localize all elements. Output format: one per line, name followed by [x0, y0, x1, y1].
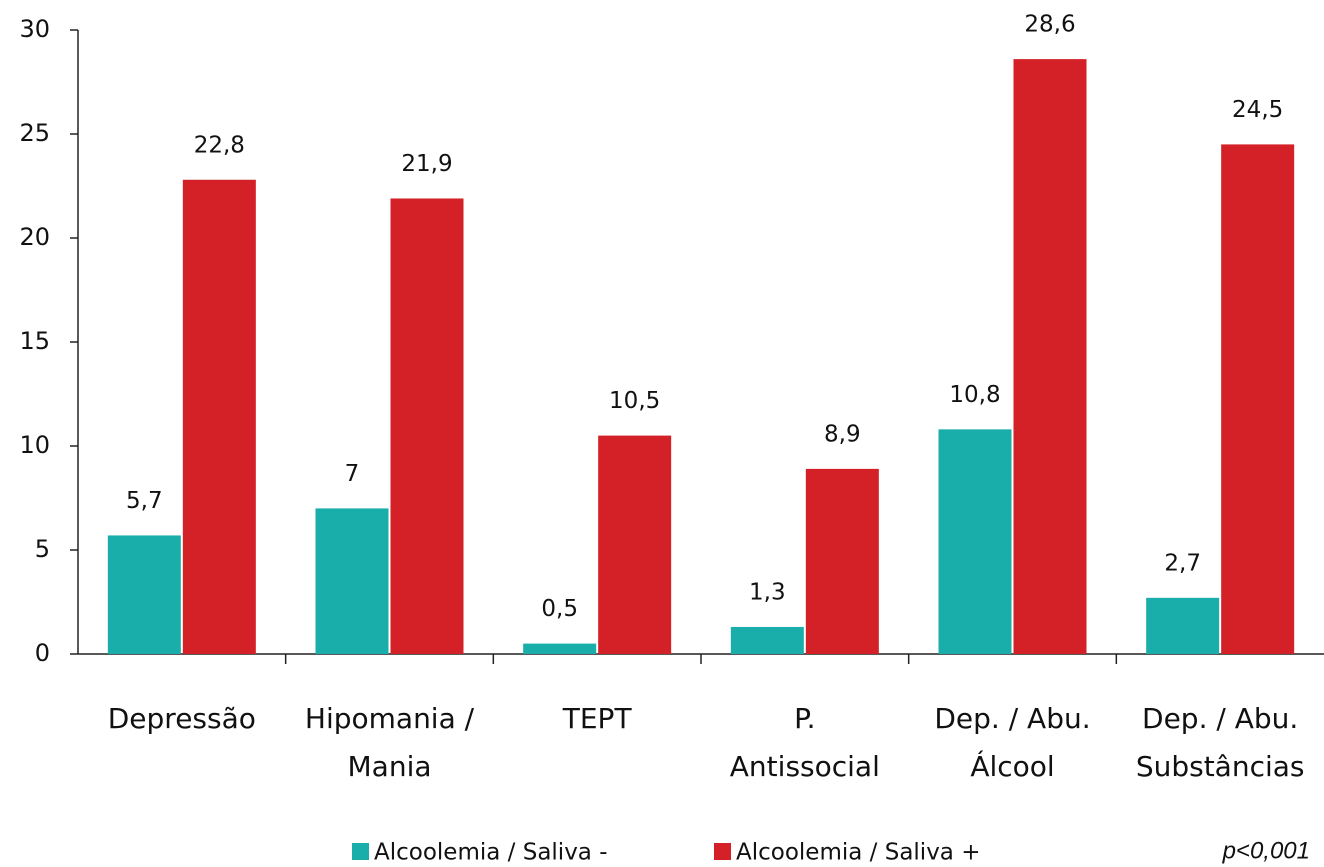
bar: [1146, 597, 1220, 654]
x-tick-label: Hipomania / Mania: [305, 702, 475, 783]
legend-label: Alcoolemia / Saliva -: [374, 840, 608, 866]
bar: [938, 429, 1012, 654]
value-label: 28,6: [1024, 12, 1075, 38]
bar: [1013, 59, 1087, 655]
y-tick-label: 30: [19, 15, 50, 43]
y-tick-label: 10: [19, 431, 50, 459]
x-tick-label: Depressão: [108, 702, 256, 735]
bar: [182, 179, 256, 654]
bar: [315, 508, 389, 654]
y-tick-label: 5: [35, 535, 50, 563]
value-label: 1,3: [749, 579, 786, 605]
x-tick-label: Dep. / Abu. Substâncias: [1136, 702, 1305, 783]
x-tick-label: P. Antissocial: [730, 702, 880, 783]
bar: [390, 198, 464, 655]
bar: [598, 435, 672, 654]
value-label: 10,8: [949, 382, 1000, 408]
value-label: 0,5: [541, 596, 578, 622]
value-label: 21,9: [401, 151, 452, 177]
y-tick-label: 15: [19, 327, 50, 355]
bar: [1221, 144, 1295, 654]
bar: [805, 468, 879, 654]
y-tick-label: 25: [19, 119, 50, 147]
legend-label: Alcoolemia / Saliva +: [736, 840, 980, 866]
value-label: 7: [345, 461, 360, 487]
value-label: 24,5: [1232, 97, 1283, 123]
bar: [523, 643, 597, 654]
value-label: 22,8: [194, 132, 245, 158]
value-label: 2,7: [1164, 550, 1201, 576]
bar: [730, 626, 804, 654]
x-tick-label: Dep. / Abu. Álcool: [934, 702, 1090, 783]
value-label: 8,9: [824, 421, 861, 447]
value-label: 5,7: [126, 488, 163, 514]
legend-swatch: [352, 843, 369, 860]
y-tick-label: 0: [35, 639, 50, 667]
bar: [107, 535, 181, 654]
x-tick-label: TEPT: [562, 702, 633, 735]
y-tick-label: 20: [19, 223, 50, 251]
annotation: p<0,001: [1222, 837, 1310, 864]
legend-swatch: [714, 843, 731, 860]
value-label: 10,5: [609, 388, 660, 414]
